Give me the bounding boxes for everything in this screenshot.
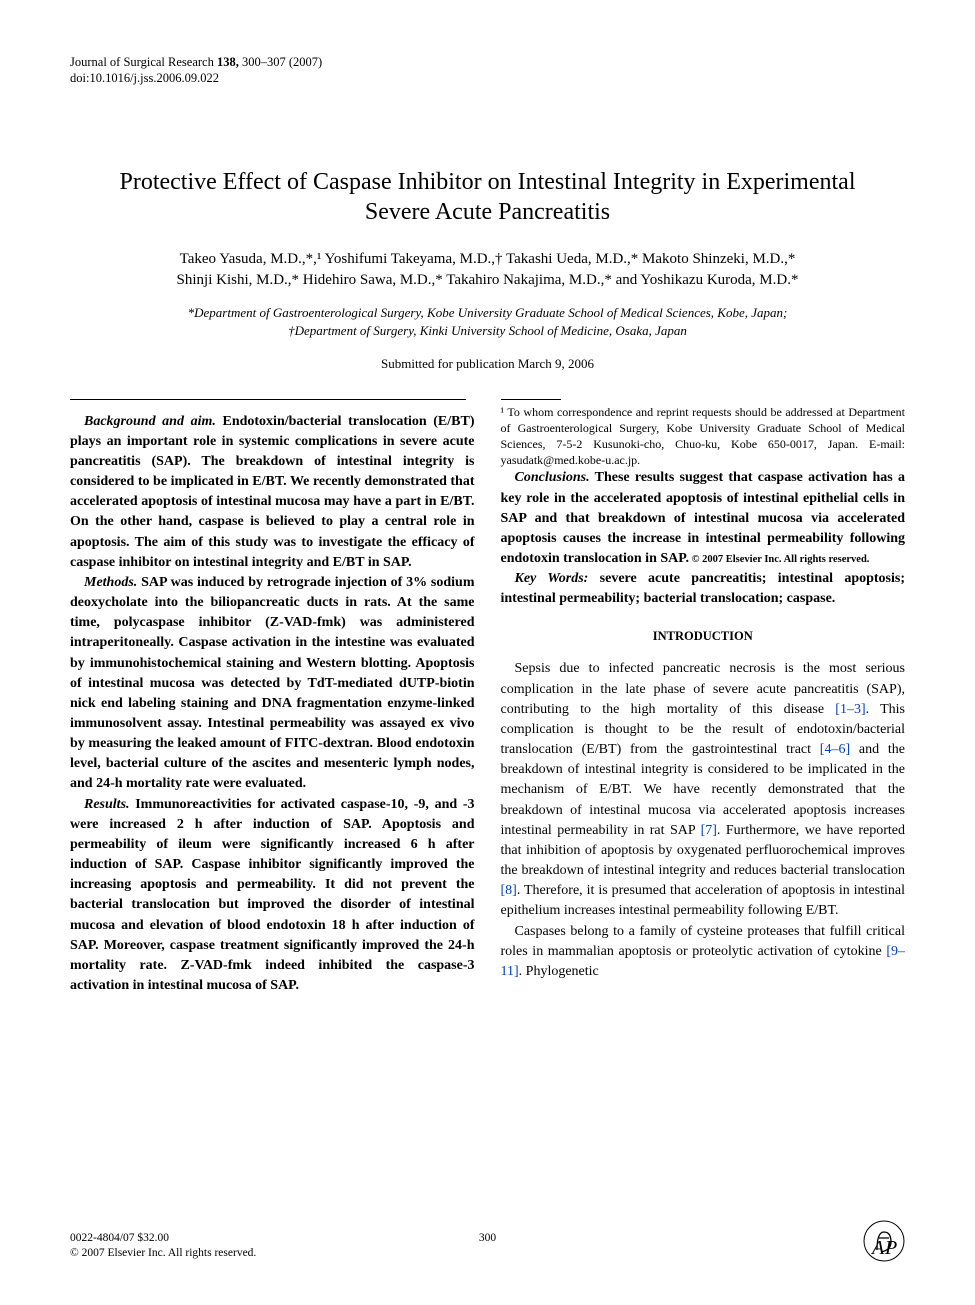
keywords-label: Key Words: (515, 571, 589, 586)
ref-1-3[interactable]: [1–3] (835, 702, 865, 717)
affil-1: *Department of Gastroenterological Surge… (188, 305, 788, 320)
abstract-methods: Methods. SAP was induced by retrograde i… (70, 573, 475, 795)
abstract-conclusions: Conclusions. These results suggest that … (501, 468, 906, 569)
authors-line-2: Shinji Kishi, M.D.,* Hidehiro Sawa, M.D.… (177, 272, 799, 288)
methods-text: SAP was induced by retrograde injection … (70, 575, 475, 792)
submitted-date: Submitted for publication March 9, 2006 (70, 355, 905, 373)
abstract-copyright: © 2007 Elsevier Inc. All rights reserved… (689, 554, 869, 565)
ref-8[interactable]: [8] (501, 883, 517, 898)
intro-para-2: Caspases belong to a family of cysteine … (501, 922, 906, 982)
abstract-results: Results. Immunoreactivities for activate… (70, 795, 475, 997)
affiliations: *Department of Gastroenterological Surge… (70, 304, 905, 339)
footnote-rule (501, 399, 561, 400)
authors: Takeo Yasuda, M.D.,*,¹ Yoshifumi Takeyam… (70, 249, 905, 293)
results-text: Immunoreactivities for activated caspase… (70, 797, 475, 993)
publisher-logo-icon: A P (863, 1220, 905, 1269)
two-column-body: Background and aim. Endotoxin/bacterial … (70, 399, 905, 997)
doi-line: doi:10.1016/j.jss.2006.09.022 (70, 70, 905, 86)
results-label: Results. (84, 797, 130, 812)
conclusions-label: Conclusions. (515, 470, 590, 485)
journal-header: Journal of Surgical Research 138, 300–30… (70, 54, 905, 87)
abstract-top-rule (70, 399, 466, 400)
abstract-background: Background and aim. Endotoxin/bacterial … (70, 412, 475, 573)
journal-line: Journal of Surgical Research 138, 300–30… (70, 54, 905, 70)
svg-text:A: A (870, 1237, 885, 1259)
footnote-block: ¹ To whom correspondence and reprint req… (501, 399, 906, 469)
page-footer: 0022-4804/07 $32.00 © 2007 Elsevier Inc.… (70, 1231, 905, 1261)
authors-line-1: Takeo Yasuda, M.D.,*,¹ Yoshifumi Takeyam… (180, 251, 796, 267)
ref-7[interactable]: [7] (701, 823, 717, 838)
ref-4-6[interactable]: [4–6] (820, 742, 850, 757)
page-number: 300 (70, 1231, 905, 1247)
affil-2: †Department of Surgery, Kinki University… (288, 323, 687, 338)
svg-text:P: P (884, 1237, 897, 1259)
intro-para-1: Sepsis due to infected pancreatic necros… (501, 659, 906, 921)
background-text: Endotoxin/bacterial translocation (E/BT)… (70, 414, 475, 570)
footer-rights: © 2007 Elsevier Inc. All rights reserved… (70, 1247, 256, 1259)
introduction-heading: INTRODUCTION (501, 627, 906, 645)
background-label: Background and aim. (84, 414, 216, 429)
methods-label: Methods. (84, 575, 137, 590)
abstract-keywords: Key Words: severe acute pancreatitis; in… (501, 569, 906, 609)
corresponding-footnote: ¹ To whom correspondence and reprint req… (501, 404, 906, 469)
article-title: Protective Effect of Caspase Inhibitor o… (70, 167, 905, 227)
